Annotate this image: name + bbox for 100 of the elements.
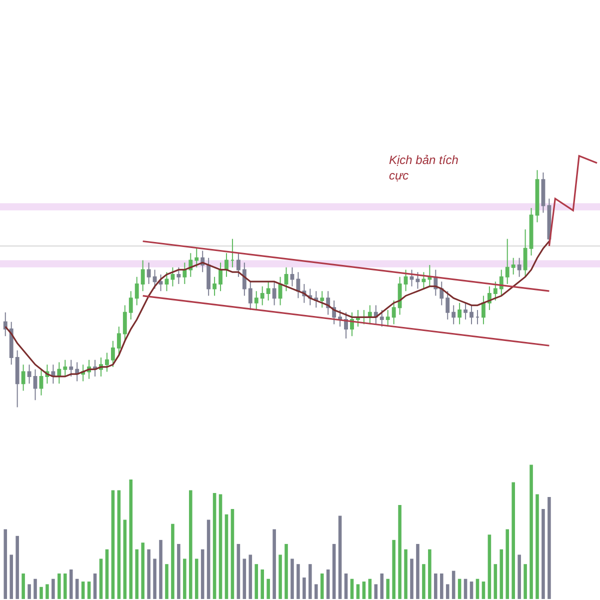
candlestick: [410, 269, 414, 287]
bar: [200, 549, 204, 599]
bar: [248, 554, 252, 599]
candlestick: [152, 269, 157, 290]
candlestick: [39, 368, 44, 396]
bar: [206, 520, 210, 599]
candlestick: [164, 272, 169, 292]
bar: [386, 578, 390, 599]
annotation: Kịch bản tích cực: [389, 153, 459, 183]
bar: [302, 578, 306, 599]
bar: [242, 558, 246, 599]
candlestick: [194, 248, 199, 268]
candlestick: [33, 368, 38, 401]
bar: [183, 558, 186, 599]
candlestick: [296, 272, 300, 299]
candlestick: [272, 281, 276, 306]
bar: [464, 578, 468, 599]
bar: [147, 549, 150, 599]
bar: [548, 496, 551, 599]
candlestick: [128, 290, 133, 320]
bar: [428, 549, 432, 599]
bar: [374, 584, 378, 599]
candlestick: [158, 274, 163, 292]
bar: [236, 544, 240, 599]
candlestick: [338, 310, 342, 328]
bar: [404, 549, 408, 599]
bar: [416, 544, 420, 599]
bar: [212, 492, 216, 599]
bar: [410, 558, 414, 599]
bar: [194, 558, 198, 599]
bar: [52, 578, 55, 599]
candlestick: [15, 350, 20, 408]
bar: [177, 544, 180, 599]
candlestick: [458, 302, 462, 325]
bar: [87, 582, 91, 599]
bar: [4, 529, 8, 599]
candlestick: [242, 262, 246, 296]
candlestick: [105, 352, 109, 372]
bar: [117, 490, 121, 599]
bar: [320, 574, 324, 599]
bar: [476, 578, 480, 599]
bar: [16, 536, 19, 599]
candlestick: [523, 228, 528, 278]
candlestick: [116, 326, 121, 356]
candlestick: [69, 359, 74, 377]
candlestick: [206, 257, 211, 296]
bar: [254, 564, 258, 599]
bar: [458, 578, 462, 599]
candlestick: [63, 359, 68, 377]
bar: [524, 564, 527, 599]
candlestick: [452, 304, 456, 325]
candlestick: [380, 310, 384, 328]
bar: [260, 569, 264, 599]
bar: [512, 482, 515, 599]
candlestick: [146, 262, 151, 284]
bar: [159, 540, 162, 599]
candlestick: [230, 238, 234, 268]
candlestick: [464, 302, 468, 320]
candlestick: [290, 266, 294, 287]
candlestick: [248, 281, 252, 311]
bar: [135, 549, 138, 599]
bar: [518, 554, 521, 599]
bar: [488, 534, 492, 599]
candlestick: [260, 286, 264, 306]
candlestick: [75, 362, 80, 382]
bar: [392, 540, 396, 599]
candlestick: [493, 281, 498, 302]
candlestick: [446, 290, 450, 320]
bar: [434, 574, 438, 599]
candlestick: [517, 257, 522, 278]
candlestick: [110, 340, 115, 368]
candlestick: [416, 272, 420, 290]
bar: [58, 574, 61, 599]
candlestick: [9, 321, 14, 366]
bar: [482, 582, 486, 599]
bar: [530, 464, 533, 599]
bar: [284, 544, 288, 599]
bar: [266, 578, 270, 599]
candlestick: [392, 300, 396, 325]
bar: [165, 564, 168, 599]
candlestick: [541, 172, 546, 214]
bar: [452, 570, 456, 599]
bar: [344, 574, 348, 599]
bar: [10, 554, 13, 599]
bar: [362, 582, 366, 599]
candlestick: [170, 266, 175, 287]
candlestick: [57, 362, 62, 384]
bar: [153, 558, 156, 599]
candlestick: [505, 238, 510, 284]
candlestick: [236, 252, 240, 278]
bar: [218, 494, 222, 599]
bar: [22, 574, 25, 599]
bar: [105, 549, 109, 599]
candlestick: [254, 290, 258, 311]
bar: [338, 516, 342, 599]
candlestick: [122, 304, 127, 342]
candlestick: [134, 276, 139, 306]
candlestick: [404, 269, 408, 292]
bar: [99, 558, 103, 599]
candlestick: [320, 290, 324, 308]
